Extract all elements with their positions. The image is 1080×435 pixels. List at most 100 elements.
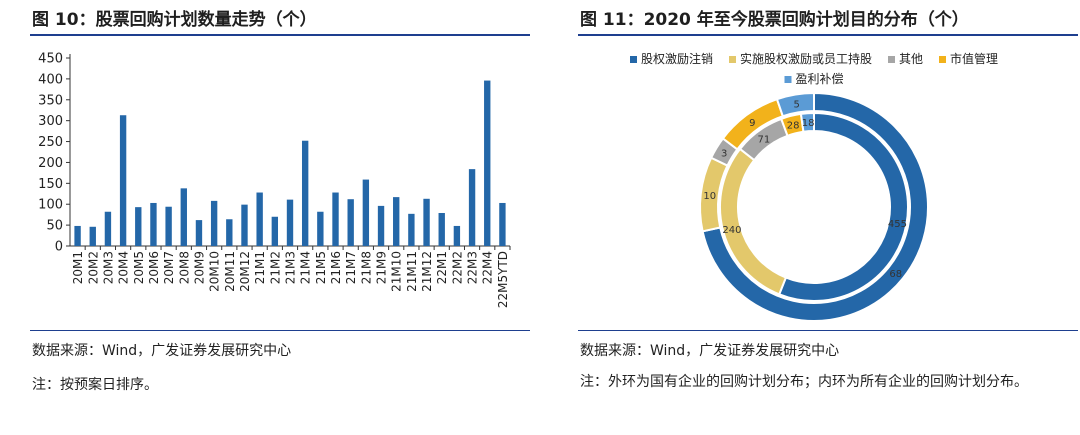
legend-label: 盈利补偿: [796, 71, 844, 86]
figure-10-title: 图 10：股票回购计划数量走势（个）: [32, 10, 317, 30]
x-tick-label: 20M2: [86, 251, 100, 284]
bar: [89, 226, 96, 246]
y-tick-label: 300: [38, 114, 63, 129]
bar: [286, 199, 294, 246]
x-tick-label: 21M3: [284, 251, 298, 284]
bar: [423, 198, 430, 246]
bar: [119, 115, 127, 246]
x-tick-label: 22M1: [435, 251, 449, 284]
slice-outer: [701, 91, 929, 322]
legend-swatch: [888, 56, 895, 63]
right-figure-panel: 图 11：2020 年至今股票回购计划目的分布（个） 股权激励注销 实施股权激励或…: [548, 0, 1080, 435]
y-tick-label: 100: [38, 198, 63, 213]
bar: [468, 169, 476, 246]
bar: [347, 199, 354, 246]
legend-item: 股权激励注销: [630, 51, 713, 66]
bar: [195, 220, 203, 246]
slice-outer: [775, 91, 815, 118]
left-figure-panel: 图 10：股票回购计划数量走势（个） 0 50 100 150 200 250 300 350…: [0, 0, 532, 435]
bar: [210, 200, 218, 246]
legend-label: 市值管理: [950, 51, 998, 66]
x-tick-label: 21M10: [390, 251, 404, 292]
x-tick-label: 22M2: [450, 251, 464, 284]
legend-swatch: [729, 56, 736, 63]
bar: [135, 207, 142, 246]
bar: [484, 80, 491, 246]
x-tick-label: 21M2: [268, 251, 282, 284]
y-tick-label: 450: [38, 52, 63, 67]
bar: [332, 192, 339, 246]
x-tick-label: 20M10: [208, 251, 222, 292]
source-note: 数据来源：Wind，广发证券发展研究中心: [32, 343, 292, 359]
bar: [408, 213, 415, 246]
bar: [256, 192, 263, 246]
x-tick-label: 21M6: [329, 251, 343, 284]
x-tick-label: 20M6: [147, 251, 161, 284]
x-tick-label: 20M9: [192, 251, 206, 284]
bar: [453, 225, 461, 246]
legend-item: 盈利补偿: [784, 71, 844, 86]
bar: [377, 205, 385, 246]
bar: [362, 179, 370, 246]
x-tick-label: 22M4: [481, 251, 495, 284]
data-label-inner: 28: [787, 121, 800, 132]
x-tick-label: 20M4: [117, 251, 131, 284]
title-rule: [578, 34, 1078, 36]
bar: [180, 188, 187, 246]
x-tick-label: 20M5: [132, 251, 146, 284]
data-label-outer: 3: [721, 149, 727, 160]
bar: [301, 140, 309, 246]
bar: [499, 202, 506, 246]
bar: [74, 225, 81, 246]
bar: [271, 216, 279, 246]
x-tick-label: 21M1: [253, 251, 267, 284]
x-tick-label: 20M12: [238, 251, 252, 292]
x-tick-label: 21M4: [299, 251, 313, 284]
x-tick-label: 21M12: [420, 251, 434, 292]
data-label-inner: 455: [888, 219, 907, 230]
bar: [438, 212, 445, 246]
data-label-outer: 68: [889, 269, 902, 280]
legend-swatch: [784, 76, 792, 83]
y-tick-label: 0: [55, 240, 63, 255]
x-tick-label: 21M8: [359, 251, 373, 284]
y-tick-label: 150: [38, 177, 63, 192]
bar: [226, 219, 233, 246]
y-tick-label: 200: [38, 156, 63, 171]
data-label-outer: 9: [749, 118, 755, 129]
bar: [165, 206, 172, 246]
data-label-inner: 240: [722, 225, 741, 236]
footnote: 注：外环为国有企业的回购计划分布；内环为所有企业的回购计划分布。: [580, 374, 1028, 390]
bar: [241, 204, 248, 246]
slice-inner: [799, 111, 815, 133]
x-tick-label: 21M9: [375, 251, 389, 284]
x-tick-label: 21M7: [344, 251, 358, 284]
x-tick-label: 22M5YTD: [496, 251, 510, 308]
legend-item: 其他: [888, 52, 923, 66]
source-rule: [30, 330, 530, 331]
data-label-outer: 10: [703, 191, 716, 202]
x-tick-label: 22M3: [466, 251, 480, 284]
bar: [393, 197, 400, 246]
bar: [150, 202, 157, 246]
y-tick-label: 400: [38, 72, 63, 87]
footnote: 注：按预案日排序。: [32, 377, 158, 393]
legend-item: 实施股权激励或员工持股: [729, 51, 872, 66]
figure-11-title: 图 11：2020 年至今股票回购计划目的分布（个）: [580, 10, 969, 30]
source-note: 数据来源：Wind，广发证券发展研究中心: [580, 343, 840, 359]
x-tick-label: 21M11: [405, 251, 419, 292]
source-rule: [578, 330, 1078, 331]
x-tick-label: 20M7: [162, 251, 176, 284]
y-tick-label: 50: [46, 219, 63, 234]
x-tick-label: 20M3: [101, 251, 115, 284]
y-tick-label: 350: [38, 93, 63, 108]
x-tick-label: 20M1: [71, 251, 85, 284]
x-tick-label: 20M8: [177, 251, 191, 284]
legend-label: 实施股权激励或员工持股: [740, 51, 872, 66]
legend-swatch: [630, 56, 637, 63]
data-label-outer: 5: [794, 99, 800, 110]
bar: [104, 211, 112, 246]
data-label-inner: 18: [802, 118, 815, 129]
